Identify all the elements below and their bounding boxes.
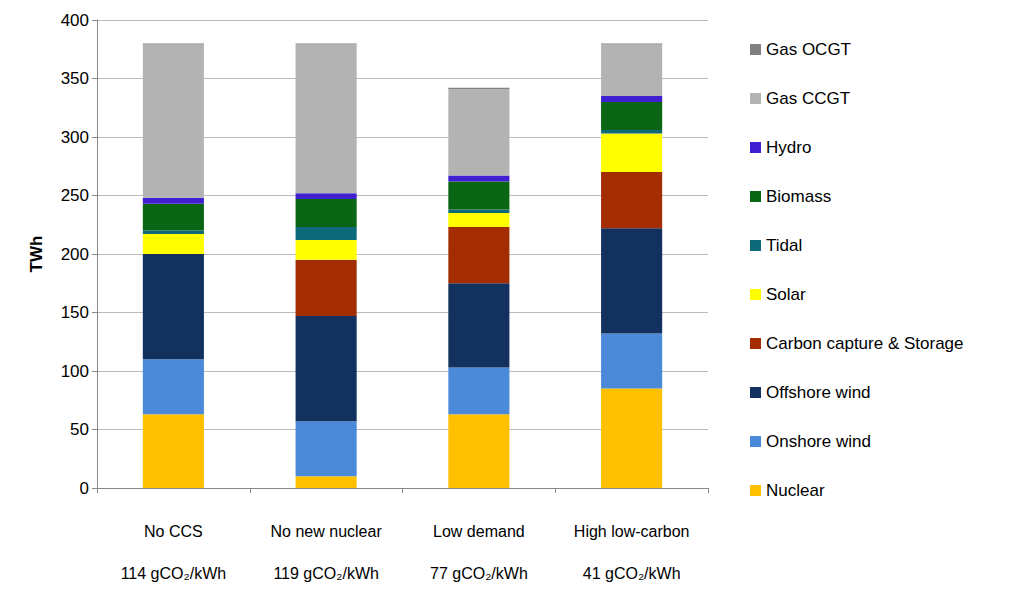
svg-text:Hydro: Hydro	[766, 138, 811, 157]
svg-text:Gas CCGT: Gas CCGT	[766, 89, 850, 108]
svg-text:50: 50	[70, 420, 89, 439]
svg-text:77 gCO₂/kWh: 77 gCO₂/kWh	[430, 565, 528, 582]
svg-text:114 gCO₂/kWh: 114 gCO₂/kWh	[121, 565, 227, 582]
svg-text:Nuclear: Nuclear	[766, 481, 825, 500]
svg-text:Low demand: Low demand	[433, 523, 525, 540]
svg-text:100: 100	[61, 362, 89, 381]
svg-text:TWh: TWh	[27, 236, 46, 273]
svg-text:Carbon capture & Storage: Carbon capture & Storage	[766, 334, 964, 353]
svg-text:41 gCO₂/kWh: 41 gCO₂/kWh	[583, 565, 681, 582]
svg-text:0: 0	[80, 479, 89, 498]
svg-text:Tidal: Tidal	[766, 236, 802, 255]
svg-text:Gas OCGT: Gas OCGT	[766, 40, 851, 59]
svg-text:No new nuclear: No new nuclear	[271, 523, 383, 540]
svg-text:No CCS: No CCS	[144, 523, 203, 540]
svg-text:350: 350	[61, 69, 89, 88]
svg-text:400: 400	[61, 11, 89, 30]
svg-text:119 gCO₂/kWh: 119 gCO₂/kWh	[273, 565, 379, 582]
svg-text:300: 300	[61, 128, 89, 147]
svg-text:Offshore wind: Offshore wind	[766, 383, 871, 402]
svg-text:Biomass: Biomass	[766, 187, 831, 206]
svg-text:High low-carbon: High low-carbon	[574, 523, 690, 540]
svg-text:150: 150	[61, 303, 89, 322]
svg-text:Solar: Solar	[766, 285, 806, 304]
svg-text:250: 250	[61, 186, 89, 205]
svg-text:200: 200	[61, 245, 89, 264]
svg-text:Onshore wind: Onshore wind	[766, 432, 871, 451]
